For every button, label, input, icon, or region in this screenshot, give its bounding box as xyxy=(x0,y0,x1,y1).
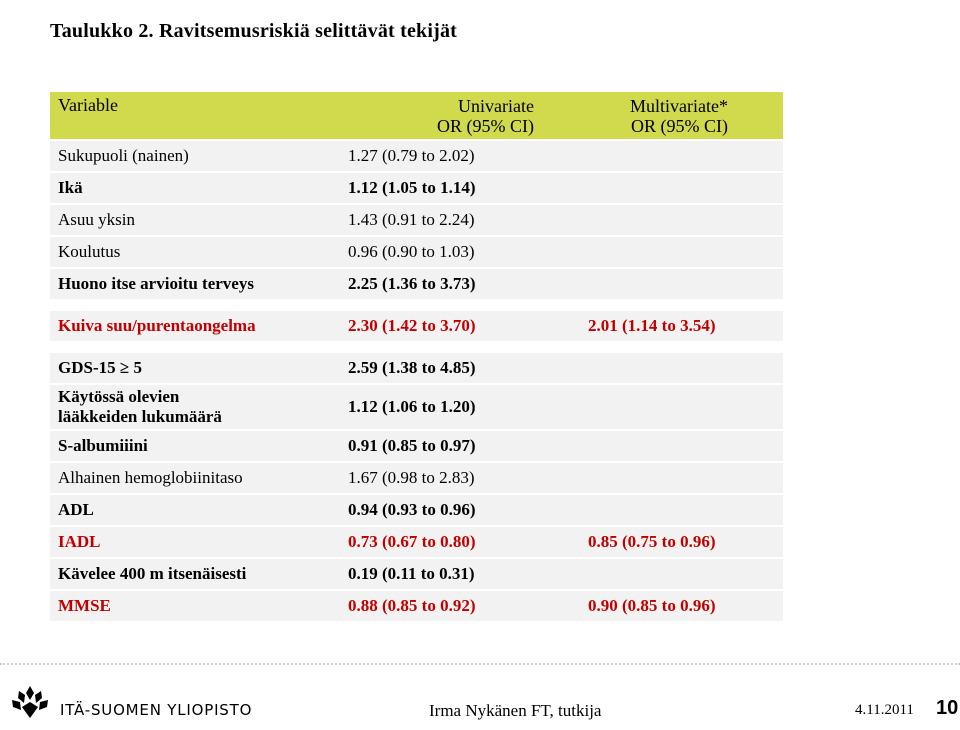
row-variable-label: Käytössä olevien xyxy=(58,387,180,406)
row-univariate-value: 2.59 (1.38 to 4.85) xyxy=(340,343,580,383)
row-multivariate-value xyxy=(580,343,783,383)
row-variable-label: Sukupuoli (nainen) xyxy=(58,146,189,165)
footer-divider xyxy=(0,663,960,665)
row-variable-cell: GDS-15 ≥ 5 xyxy=(50,343,340,383)
row-univariate-value: 1.27 (0.79 to 2.02) xyxy=(340,141,580,171)
row-variable-cell: S-albumiiini xyxy=(50,431,340,461)
row-variable-label: IADL xyxy=(58,532,101,551)
row-univariate-value: 0.19 (0.11 to 0.31) xyxy=(340,559,580,589)
row-multivariate-value: 2.01 (1.14 to 3.54) xyxy=(580,301,783,341)
header-multivariate-line2: OR (95% CI) xyxy=(631,115,728,136)
footer-author: Irma Nykänen FT, tutkija xyxy=(429,701,602,720)
row-multivariate-value: 0.85 (0.75 to 0.96) xyxy=(580,527,783,557)
row-univariate-value: 1.12 (1.05 to 1.14) xyxy=(340,173,580,203)
table-body: Sukupuoli (nainen) 1.27 (0.79 to 2.02) Ikä… xyxy=(50,141,783,621)
row-multivariate-value xyxy=(580,463,783,493)
university-logo-icon xyxy=(12,686,48,718)
table-row: S-albumiiini 0.91 (0.85 to 0.97) xyxy=(50,431,783,461)
row-variable-cell: Käytössä olevien lääkkeiden lukumäärä xyxy=(50,385,340,429)
row-univariate-value: 1.67 (0.98 to 2.83) xyxy=(340,463,580,493)
row-variable-label: ADL xyxy=(58,500,94,519)
header-variable: Variable xyxy=(50,92,340,139)
row-variable-label: Asuu yksin xyxy=(58,210,135,229)
row-multivariate-value xyxy=(580,237,783,267)
university-name: ITÄ-SUOMEN YLIOPISTO xyxy=(60,701,253,719)
row-variable-label: Ikä xyxy=(58,178,83,197)
table-header-row: Variable Univariate OR (95% CI) Multivar… xyxy=(50,92,783,139)
row-variable-cell: Kuiva suu/purentaongelma xyxy=(50,301,340,341)
table-row: Asuu yksin 1.43 (0.91 to 2.24) xyxy=(50,205,783,235)
row-univariate-value: 0.94 (0.93 to 0.96) xyxy=(340,495,580,525)
row-variable-cell: Asuu yksin xyxy=(50,205,340,235)
table-row: ADL 0.94 (0.93 to 0.96) xyxy=(50,495,783,525)
row-variable-cell: MMSE xyxy=(50,591,340,621)
row-multivariate-value xyxy=(580,269,783,299)
row-variable-cell: Huono itse arvioitu terveys xyxy=(50,269,340,299)
row-multivariate-value: 0.90 (0.85 to 0.96) xyxy=(580,591,783,621)
row-multivariate-value xyxy=(580,141,783,171)
table-row: Huono itse arvioitu terveys 2.25 (1.36 to… xyxy=(50,269,783,299)
header-univariate: Univariate OR (95% CI) xyxy=(340,92,580,139)
row-univariate-value: 0.91 (0.85 to 0.97) xyxy=(340,431,580,461)
table-row: Sukupuoli (nainen) 1.27 (0.79 to 2.02) xyxy=(50,141,783,171)
row-univariate-value: 1.43 (0.91 to 2.24) xyxy=(340,205,580,235)
row-variable-cell: IADL xyxy=(50,527,340,557)
header-multivariate: Multivariate* OR (95% CI) xyxy=(580,92,783,139)
table-row: GDS-15 ≥ 5 2.59 (1.38 to 4.85) xyxy=(50,343,783,383)
row-variable-cell: ADL xyxy=(50,495,340,525)
row-multivariate-value xyxy=(580,431,783,461)
row-univariate-value: 0.96 (0.90 to 1.03) xyxy=(340,237,580,267)
table-row: Koulutus 0.96 (0.90 to 1.03) xyxy=(50,237,783,267)
table-row: IADL 0.73 (0.67 to 0.80) 0.85 (0.75 to 0.9… xyxy=(50,527,783,557)
row-variable-label: GDS-15 ≥ 5 xyxy=(58,358,142,377)
slide-title: Taulukko 2. Ravitsemusriskiä selittävät … xyxy=(50,20,458,42)
row-multivariate-value xyxy=(580,559,783,589)
row-multivariate-value xyxy=(580,205,783,235)
row-variable-label: S-albumiiini xyxy=(58,436,148,455)
table-row: MMSE 0.88 (0.85 to 0.92) 0.90 (0.85 to 0.9… xyxy=(50,591,783,621)
row-variable-cell: Alhainen hemoglobiinitaso xyxy=(50,463,340,493)
header-univariate-line2: OR (95% CI) xyxy=(437,115,534,136)
row-univariate-value: 0.88 (0.85 to 0.92) xyxy=(340,591,580,621)
header-univariate-line1: Univariate xyxy=(458,95,534,116)
row-multivariate-value xyxy=(580,385,783,429)
table-row: Alhainen hemoglobiinitaso 1.67 (0.98 to 2… xyxy=(50,463,783,493)
page-number: 10 xyxy=(936,697,959,719)
row-variable-cell: Koulutus xyxy=(50,237,340,267)
row-variable-label: Huono itse arvioitu terveys xyxy=(58,274,254,293)
row-univariate-value: 2.25 (1.36 to 3.73) xyxy=(340,269,580,299)
table-row: Kävelee 400 m itsenäisesti 0.19 (0.11 to … xyxy=(50,559,783,589)
row-variable-label: Koulutus xyxy=(58,242,121,261)
row-variable-cell: Sukupuoli (nainen) xyxy=(50,141,340,171)
row-univariate-value: 1.12 (1.06 to 1.20) xyxy=(340,385,580,429)
risk-factor-table: Variable Univariate OR (95% CI) Multivar… xyxy=(50,90,783,623)
footer-date: 4.11.2011 xyxy=(855,702,914,718)
row-variable-label: Kuiva suu/purentaongelma xyxy=(58,316,256,335)
row-variable-cell: Kävelee 400 m itsenäisesti xyxy=(50,559,340,589)
table-row: Ikä 1.12 (1.05 to 1.14) xyxy=(50,173,783,203)
table-row: Kuiva suu/purentaongelma 2.30 (1.42 to 3.… xyxy=(50,301,783,341)
row-multivariate-value xyxy=(580,173,783,203)
row-variable-label-line2: lääkkeiden lukumäärä xyxy=(58,407,222,426)
table-row: Käytössä olevien lääkkeiden lukumäärä 1.12… xyxy=(50,385,783,429)
row-multivariate-value xyxy=(580,495,783,525)
row-variable-label: Alhainen hemoglobiinitaso xyxy=(58,468,243,487)
header-multivariate-line1: Multivariate* xyxy=(630,95,728,116)
row-univariate-value: 0.73 (0.67 to 0.80) xyxy=(340,527,580,557)
row-variable-label: Kävelee 400 m itsenäisesti xyxy=(58,564,247,583)
row-variable-cell: Ikä xyxy=(50,173,340,203)
row-univariate-value: 2.30 (1.42 to 3.70) xyxy=(340,301,580,341)
row-variable-label: MMSE xyxy=(58,596,111,615)
